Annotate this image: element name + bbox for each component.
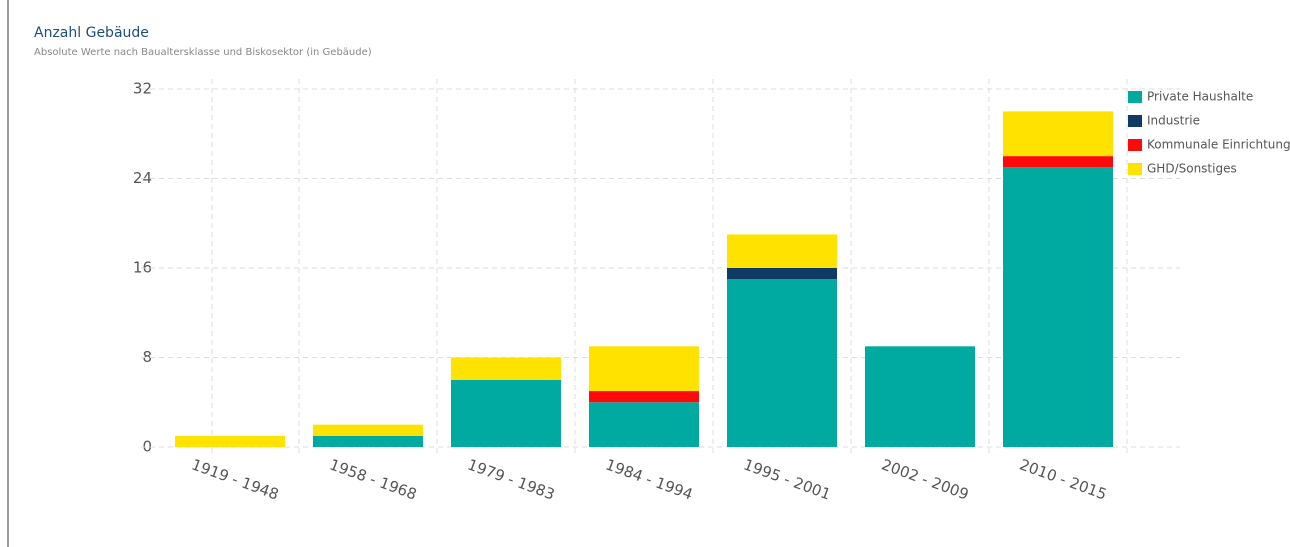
bar-segment [451,357,561,380]
bar-segment [1003,156,1113,168]
bar-segment [727,279,837,447]
bar-segment [1003,111,1113,157]
x-tick-label: 2010 - 2015 [1017,455,1109,503]
legend-label: Industrie [1147,114,1200,128]
bar-segment [313,424,423,436]
chart-subtitle: Absolute Werte nach Baualtersklasse und … [34,47,372,58]
bar-segment [589,402,699,447]
x-tick-label: 1958 - 1968 [327,455,419,503]
legend-label: Kommunale Einrichtungen [1147,138,1290,152]
bar-segment [451,379,561,447]
legend-swatch [1128,163,1142,175]
bar-segment [313,435,423,447]
chart-title: Anzahl Gebäude [34,25,149,41]
x-tick-label: 1995 - 2001 [741,455,833,503]
legend-label: Private Haushalte [1147,90,1253,104]
bar-segment [589,391,699,403]
x-tick-label: 1979 - 1983 [465,455,557,503]
x-tick-label: 2002 - 2009 [879,455,971,503]
bar-segment [865,346,975,447]
bar-segment [1003,167,1113,447]
x-tick-label: 1919 - 1948 [189,455,281,503]
legend-swatch [1128,139,1142,151]
bar-segment [727,234,837,268]
y-tick-label: 8 [142,348,152,366]
bar-segment [727,268,837,280]
y-tick-label: 0 [142,438,152,456]
legend-label: GHD/Sonstiges [1147,162,1237,176]
bar-segment [175,435,285,447]
legend-swatch [1128,91,1142,103]
legend-swatch [1128,115,1142,127]
bar-segment [589,346,699,392]
x-tick-label: 1984 - 1994 [603,455,695,503]
